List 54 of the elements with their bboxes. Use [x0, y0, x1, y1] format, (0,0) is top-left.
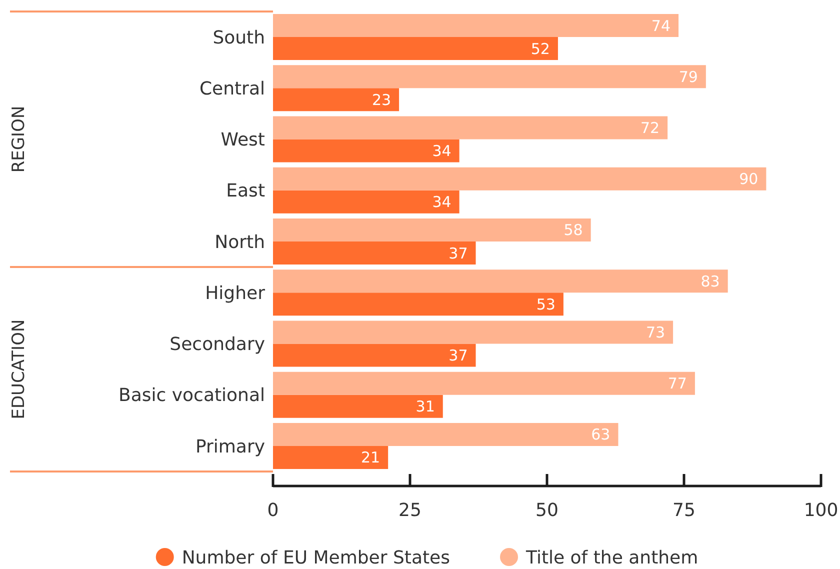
- x-tick-label: 75: [672, 500, 696, 521]
- y-tick-label: South: [212, 27, 265, 48]
- bar: [273, 394, 443, 418]
- y-tick-label: Primary: [195, 436, 266, 458]
- bar: [273, 14, 679, 38]
- bar: [273, 88, 400, 112]
- y-tick-label: East: [226, 180, 265, 202]
- y-tick-label: North: [214, 232, 265, 253]
- data-label: 53: [536, 295, 556, 314]
- bar: [273, 446, 388, 469]
- text: REGION: [8, 106, 29, 173]
- data-label: 73: [646, 323, 666, 342]
- data-label: 58: [564, 221, 583, 240]
- x-tick-label: 100: [804, 500, 838, 521]
- y-tick-label: Secondary: [170, 334, 266, 356]
- bar: [273, 320, 674, 344]
- bar: [273, 37, 558, 60]
- bar: [273, 218, 591, 242]
- bar: [273, 190, 460, 214]
- bar: [273, 65, 706, 88]
- y-tick-label: West: [220, 130, 265, 151]
- y-tick-label: Higher: [205, 282, 266, 304]
- bar: [273, 167, 766, 190]
- data-label: 37: [448, 244, 468, 262]
- data-label: 52: [530, 40, 550, 58]
- bar: [273, 242, 476, 265]
- bar: [273, 116, 668, 140]
- data-label: 34: [432, 142, 452, 160]
- bar: [273, 344, 476, 367]
- data-label: 72: [640, 119, 660, 137]
- data-label: 83: [700, 272, 720, 290]
- legend-label: Number of EU Member States: [182, 547, 450, 568]
- x-tick-label: 50: [536, 500, 558, 521]
- y-tick-label: Central: [199, 78, 265, 100]
- data-label: 74: [651, 16, 671, 35]
- data-label: 23: [372, 90, 392, 109]
- data-label: 34: [432, 193, 452, 212]
- data-label: 37: [448, 346, 468, 364]
- bar: [273, 292, 564, 316]
- x-tick-label: 25: [398, 500, 422, 521]
- bar: [273, 270, 728, 293]
- bar: [273, 372, 695, 395]
- text: EDUCATION: [8, 319, 29, 420]
- bar: [273, 422, 618, 446]
- data-label: 31: [416, 398, 435, 416]
- x-tick-label: 0: [267, 500, 279, 521]
- bar: [273, 139, 460, 162]
- legend-label: Title of the anthem: [525, 547, 698, 568]
- data-label: 79: [678, 68, 698, 86]
- data-label: 90: [739, 170, 758, 188]
- data-label: 63: [591, 426, 610, 444]
- y-tick-label: Basic vocational: [118, 385, 265, 406]
- data-label: 21: [360, 448, 380, 467]
- data-label: 77: [668, 374, 687, 393]
